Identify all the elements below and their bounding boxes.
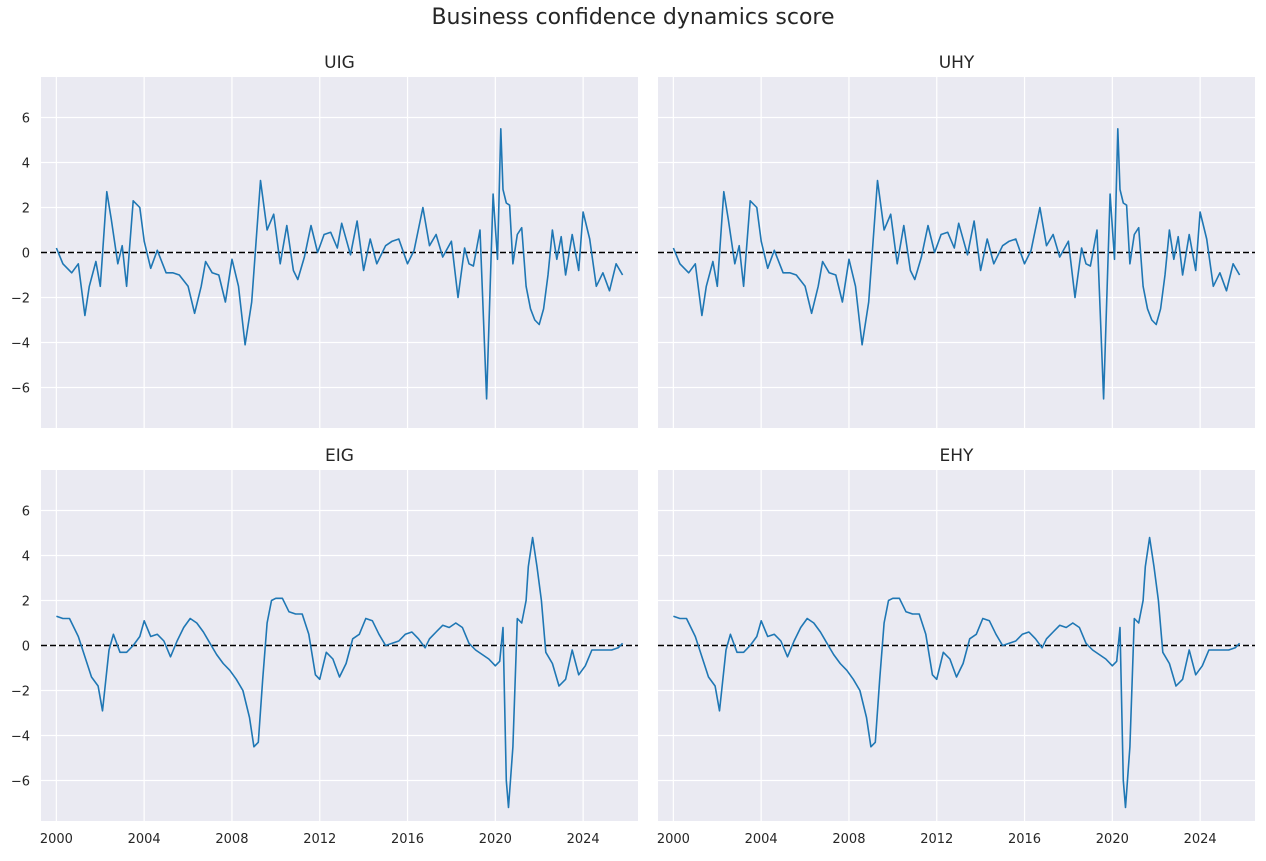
x-tick-label: 2008 bbox=[215, 832, 248, 847]
series-line-eig bbox=[56, 536, 624, 809]
y-tick-label: −4 bbox=[11, 337, 30, 352]
panel-title-ehy: EHY bbox=[940, 446, 975, 466]
x-tick-label: 2008 bbox=[832, 832, 865, 847]
y-tick-label: 6 bbox=[22, 505, 30, 520]
x-tick-label: 2012 bbox=[303, 832, 336, 847]
y-tick-label: 0 bbox=[22, 247, 30, 262]
y-tick-label: −2 bbox=[11, 292, 30, 307]
x-tick-label: 2020 bbox=[479, 832, 512, 847]
panel-title-uhy: UHY bbox=[939, 53, 975, 73]
x-tick-label: 2004 bbox=[128, 832, 161, 847]
x-tick-label: 2024 bbox=[1184, 832, 1217, 847]
panel-title-uig: UIG bbox=[324, 53, 355, 73]
series-line-ehy bbox=[673, 536, 1241, 809]
x-tick-label: 2004 bbox=[745, 832, 778, 847]
panel-eig: EIG −6 −4 −2 0 2 4 6 2000 2004 2008 2012 2016 2020 202… bbox=[11, 446, 638, 847]
y-tick-label: 2 bbox=[22, 595, 30, 610]
panel-uhy: UHY bbox=[658, 53, 1255, 428]
x-tick-label: 2000 bbox=[657, 832, 690, 847]
series-line-uhy bbox=[672, 128, 1241, 400]
x-tick-label: 2016 bbox=[391, 832, 424, 847]
y-tick-label: −6 bbox=[11, 382, 30, 397]
y-tick-label: 0 bbox=[22, 640, 30, 655]
y-tick-label: 2 bbox=[22, 202, 30, 217]
y-tick-label: 6 bbox=[22, 112, 30, 127]
panel-title-eig: EIG bbox=[325, 446, 354, 466]
y-tick-label: 4 bbox=[22, 157, 30, 172]
x-tick-label: 2020 bbox=[1096, 832, 1129, 847]
panel-uig: UIG −6 −4 −2 0 2 4 6 bbox=[11, 53, 638, 428]
y-tick-label: −4 bbox=[11, 730, 30, 745]
series-line-uig bbox=[55, 128, 624, 400]
y-tick-label: 4 bbox=[22, 550, 30, 565]
y-tick-label: −2 bbox=[11, 685, 30, 700]
x-tick-label: 2000 bbox=[40, 832, 73, 847]
x-tick-label: 2024 bbox=[567, 832, 600, 847]
figure-title: Business confidence dynamics score bbox=[431, 5, 835, 30]
panel-ehy: EHY 2000 2004 2008 2012 2016 2020 2024 bbox=[657, 446, 1255, 847]
y-tick-label: −6 bbox=[11, 775, 30, 790]
x-tick-label: 2012 bbox=[920, 832, 953, 847]
x-tick-label: 2016 bbox=[1008, 832, 1041, 847]
